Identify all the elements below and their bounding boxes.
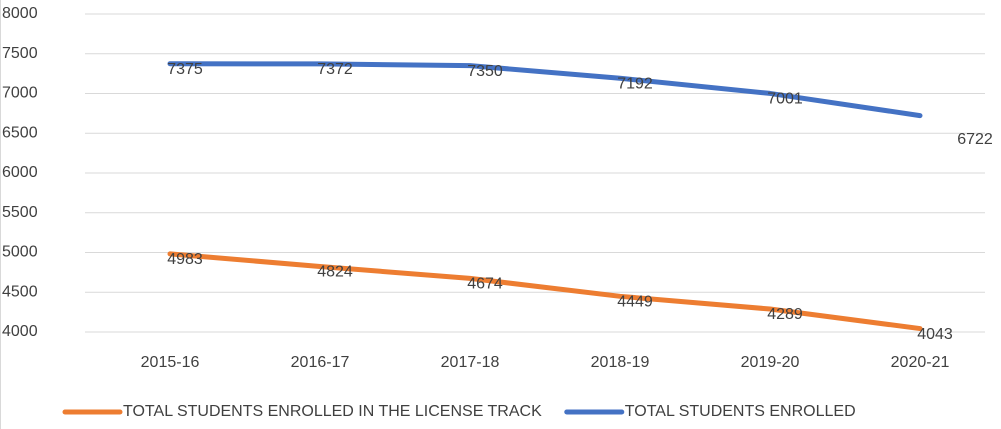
data-label: 4043: [917, 326, 953, 343]
data-label: 4449: [617, 294, 653, 311]
y-tick-label: 6000: [2, 164, 38, 181]
y-tick-label: 4500: [2, 283, 38, 300]
y-tick-label: 5000: [2, 244, 38, 261]
data-label: 7372: [317, 61, 353, 78]
x-tick-label: 2018-19: [591, 354, 650, 371]
x-tick-label: 2019-20: [741, 354, 800, 371]
data-label: 7192: [617, 75, 653, 92]
data-label: 4674: [467, 276, 503, 293]
y-tick-label: 6500: [2, 124, 38, 141]
y-tick-label: 4000: [2, 323, 38, 340]
legend-label: TOTAL STUDENTS ENROLLED IN THE LICENSE T…: [123, 403, 542, 420]
y-tick-label: 5500: [2, 204, 38, 221]
data-label: 7001: [767, 91, 803, 108]
data-label: 4983: [167, 251, 203, 268]
data-label: 4824: [317, 264, 353, 281]
legend-label: TOTAL STUDENTS ENROLLED: [625, 403, 856, 420]
x-tick-label: 2017-18: [441, 354, 500, 371]
data-label: 4289: [767, 306, 803, 323]
series-line: [167, 251, 923, 332]
data-label: 6722: [957, 131, 993, 148]
x-tick-label: 2015-16: [141, 354, 200, 371]
data-label: 7350: [467, 63, 503, 80]
x-tick-label: 2016-17: [291, 354, 350, 371]
y-tick-label: 8000: [2, 5, 38, 22]
data-label: 7375: [167, 61, 203, 78]
series-line: [167, 61, 923, 119]
y-tick-label: 7500: [2, 45, 38, 62]
x-tick-label: 2020-21: [891, 354, 950, 371]
y-tick-label: 7000: [2, 85, 38, 102]
